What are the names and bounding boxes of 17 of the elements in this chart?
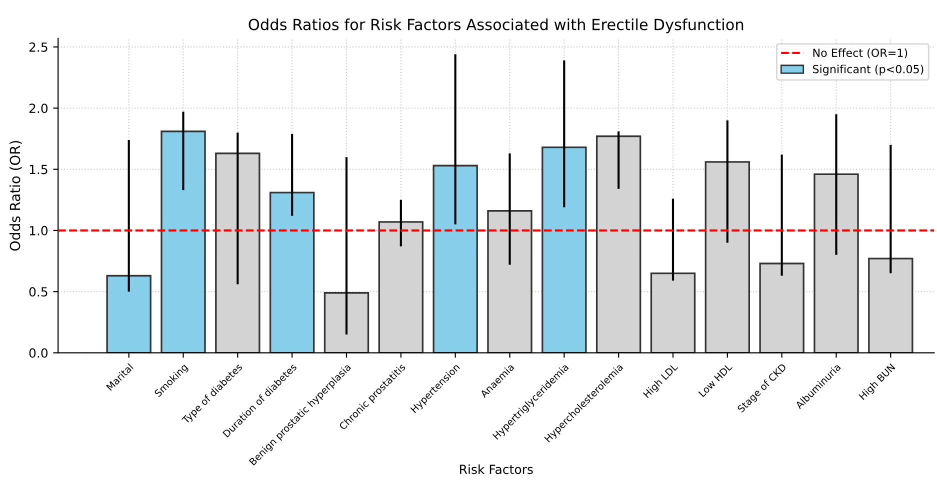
x-axis-title: Risk Factors — [460, 464, 533, 474]
y-tick-label: 1.0 — [30, 226, 48, 236]
y-tick-label: 2.5 — [29, 42, 48, 52]
y-tick-label: 0.5 — [29, 287, 48, 297]
legend-label: No Effect (OR=1) — [813, 48, 908, 58]
bar — [106, 274, 152, 353]
x-tick-label: Low HDL — [698, 362, 733, 398]
y-tick-label: 2.0 — [29, 104, 48, 114]
y-tick-label: 1.5 — [30, 164, 48, 174]
bar — [269, 192, 315, 353]
chart-title: Odds Ratios for Risk Factors Associated with Erectile Dysfunction — [248, 18, 744, 34]
bar — [542, 146, 587, 353]
y-axis-title: Odds Ratio (OR) — [9, 140, 22, 251]
legend-label: Significant (p<0.05) — [812, 64, 924, 76]
bar — [160, 130, 206, 353]
y-tick-label: 0.0 — [29, 348, 48, 358]
bar — [432, 164, 478, 353]
